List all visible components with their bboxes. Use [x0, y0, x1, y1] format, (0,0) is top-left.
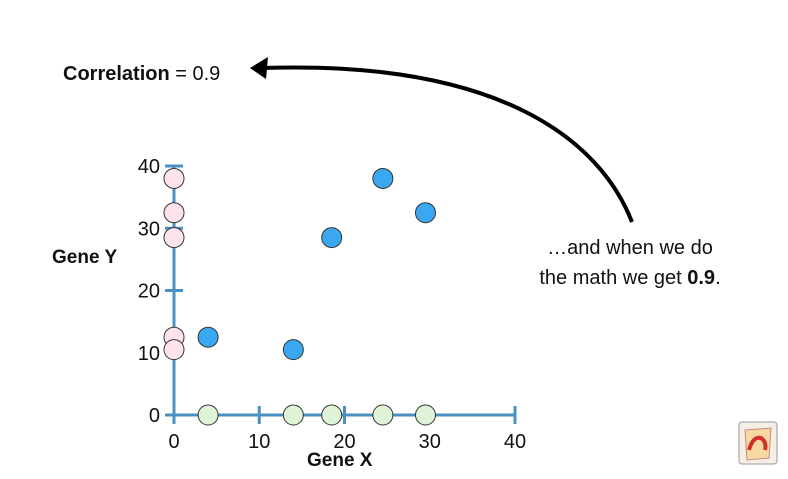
- annotation-line-2: the math we get 0.9.: [500, 263, 760, 293]
- annotation-text: …and when we do the math we get 0.9.: [500, 233, 760, 293]
- data-point: [372, 167, 394, 189]
- arrow-head: [250, 57, 268, 79]
- data-point: [414, 202, 436, 224]
- correlation-value: 0.9: [192, 63, 221, 85]
- y-axis-label: Gene Y: [52, 247, 118, 268]
- x-projection-point: [321, 404, 343, 426]
- data-point: [282, 339, 304, 361]
- x-projection-point: [372, 404, 394, 426]
- y-tick-label: 40: [138, 156, 160, 178]
- x-tick-label: 10: [248, 431, 270, 453]
- annotation-value: 0.9: [687, 267, 716, 289]
- y-projection-point: [163, 227, 185, 249]
- arrow-shaft: [261, 65, 634, 223]
- y-tick-label: 20: [138, 281, 160, 303]
- x-tick-label: 30: [419, 431, 441, 453]
- annotation-prefix: the math we get: [539, 267, 688, 289]
- correlation-label: Correlation: [63, 63, 170, 85]
- data-point: [321, 227, 343, 249]
- x-projection-point: [282, 404, 304, 426]
- x-axis-label: Gene X: [307, 450, 373, 471]
- annotation-suffix: .: [715, 267, 721, 289]
- x-tick-label: 0: [168, 431, 179, 453]
- y-projection-point: [163, 339, 185, 361]
- correlation-line: Correlation = 0.9: [63, 63, 220, 86]
- x-tick-label: 40: [504, 431, 526, 453]
- y-projection-point: [163, 167, 185, 189]
- x-tick-label: 20: [333, 431, 355, 453]
- x-projection-point: [197, 404, 219, 426]
- x-projection-point: [414, 404, 436, 426]
- data-point: [197, 326, 219, 348]
- annotation-line-1: …and when we do: [547, 237, 713, 259]
- y-tick-label: 0: [149, 405, 160, 427]
- y-projection-point: [163, 202, 185, 224]
- y-tick-label: 10: [138, 343, 160, 365]
- correlation-equals: =: [175, 63, 187, 85]
- brand-logo: [738, 421, 778, 465]
- y-tick-label: 30: [138, 218, 160, 240]
